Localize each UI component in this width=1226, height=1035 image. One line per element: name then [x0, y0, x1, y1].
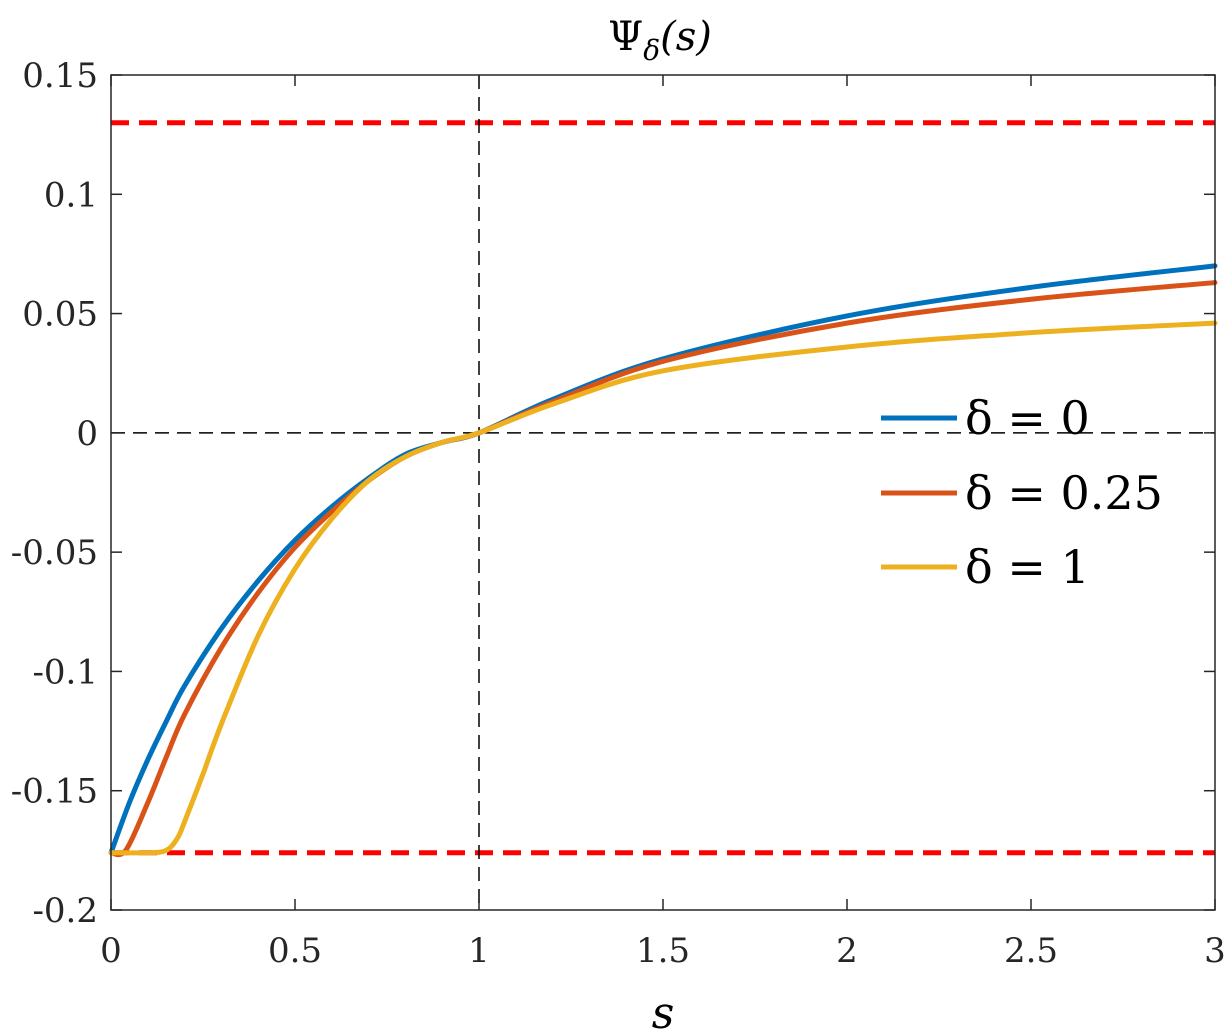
y-tick-label: 0	[76, 414, 98, 454]
series-lines	[108, 263, 1218, 858]
chart-title: Ψδ(s)	[608, 14, 712, 67]
x-tick-label: 3	[1204, 931, 1226, 971]
y-tick-label: -0.2	[32, 891, 98, 931]
reference-lines	[111, 75, 1215, 910]
x-tick-label: 2	[836, 931, 858, 971]
plot-area	[111, 75, 1215, 910]
x-tick-label: 1.5	[636, 931, 690, 971]
legend-label-0: δ = 0	[965, 391, 1090, 445]
y-tick-label: -0.05	[11, 533, 98, 573]
y-ticks: -0.2 -0.15 -0.1 -0.05 0 0.05 0.1 0.15	[11, 56, 1215, 931]
legend-label-1: δ = 0.25	[965, 466, 1163, 520]
x-ticks: 0 0.5 1 1.5 2 2.5 3	[100, 75, 1226, 971]
y-tick-label: 0.1	[44, 175, 98, 215]
plot-background	[111, 75, 1215, 910]
x-tick-label: 0	[100, 931, 122, 971]
x-tick-label: 1	[468, 931, 490, 971]
x-axis-label: s	[652, 988, 675, 1035]
title-subscript: δ	[643, 34, 660, 67]
y-tick-label: 0.15	[22, 56, 98, 96]
series-line-2	[108, 320, 1218, 856]
x-tick-label: 2.5	[1004, 931, 1058, 971]
y-tick-label: -0.15	[11, 772, 98, 812]
title-args: (s)	[660, 14, 712, 60]
y-tick-label: -0.1	[32, 652, 98, 692]
y-tick-label: 0.05	[22, 295, 98, 335]
title-main: Ψ	[608, 14, 643, 60]
x-tick-label: 0.5	[268, 931, 322, 971]
legend: δ = 0 δ = 0.25 δ = 1	[881, 391, 1163, 594]
legend-label-2: δ = 1	[965, 540, 1090, 594]
